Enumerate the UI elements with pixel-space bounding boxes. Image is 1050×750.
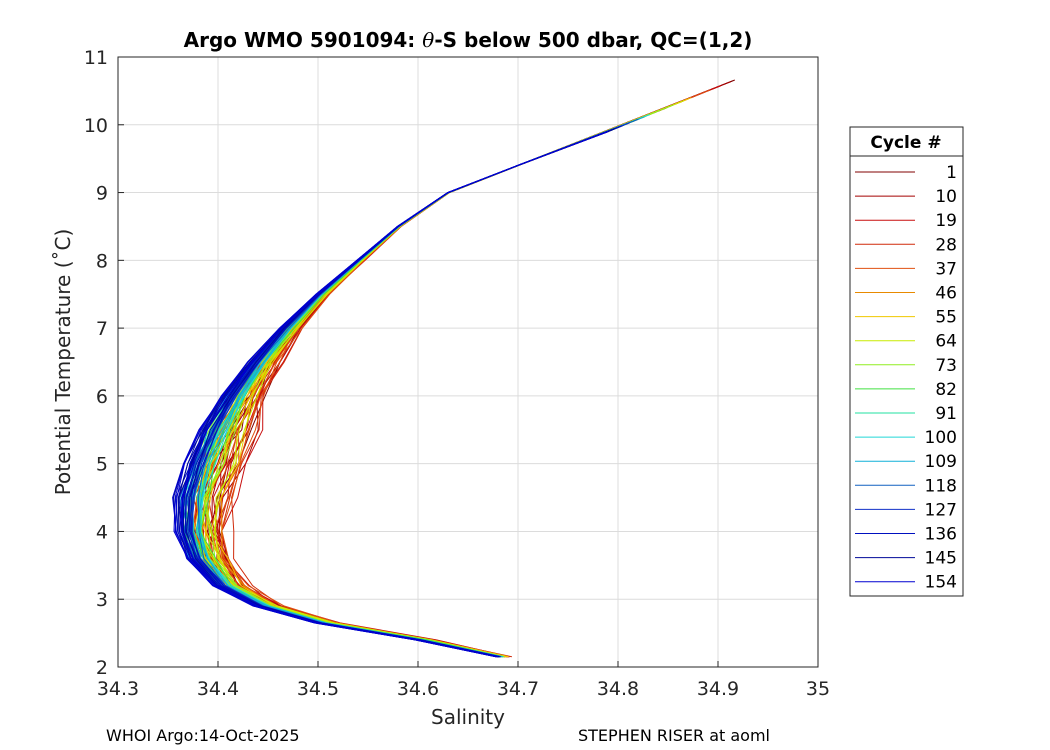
y-tick-label: 6 xyxy=(96,386,108,408)
series-line-cycle-55 xyxy=(210,100,683,658)
series-line-cycle-145 xyxy=(185,130,610,658)
legend: Cycle # 1 10 19 28 37 46 55 64 73 82 91 100 109 118 12… xyxy=(849,126,964,597)
legend-label: 82 xyxy=(935,380,957,400)
x-tick-label: 34.8 xyxy=(597,678,639,700)
legend-label: 19 xyxy=(935,211,957,231)
x-tick-label: 34.3 xyxy=(97,678,139,700)
legend-label: 55 xyxy=(935,308,957,328)
series-line-cycle-28 xyxy=(231,94,698,658)
series-line-cycle-64 xyxy=(213,100,685,658)
x-tick-label: 35 xyxy=(806,678,830,700)
chart-title-suffix: -S below 500 dbar, QC=(1,2) xyxy=(434,28,752,52)
x-axis-label: Salinity xyxy=(431,705,505,729)
series-line-cycle-64 xyxy=(215,116,645,658)
legend-entries: 1 10 19 28 37 46 55 64 73 82 91 100 109 118 127 136 145 1… xyxy=(855,163,957,593)
y-axis-label: Potential Temperature (˚C) xyxy=(51,229,75,496)
legend-label: 136 xyxy=(925,525,957,545)
series-line-cycle-1 xyxy=(210,107,668,658)
y-tick-label: 2 xyxy=(96,657,108,679)
series-line-cycle-46 xyxy=(205,119,637,658)
y-tick-label: 9 xyxy=(96,183,108,205)
x-tick-label: 34.6 xyxy=(397,678,439,700)
legend-label: 127 xyxy=(925,500,957,520)
series-line-cycle-19 xyxy=(221,85,722,658)
series-line-cycle-55 xyxy=(205,105,672,658)
legend-label: 109 xyxy=(925,452,957,472)
chart-title: Argo WMO 5901094: θ-S below 500 dbar, QC… xyxy=(184,28,753,52)
series-line-cycle-28 xyxy=(220,99,687,658)
x-ticks: 34.3 34.4 34.5 34.6 34.7 34.8 34.9 35 xyxy=(97,661,830,700)
series-group xyxy=(172,79,735,658)
legend-label: 154 xyxy=(925,573,957,593)
series-line-cycle-10 xyxy=(216,107,667,658)
series-line-cycle-10 xyxy=(206,85,721,658)
series-line-cycle-46 xyxy=(201,99,687,658)
legend-title: Cycle # xyxy=(870,133,941,153)
series-line-cycle-46 xyxy=(221,100,685,658)
series-line-cycle-73 xyxy=(204,112,655,658)
series-line-cycle-136 xyxy=(185,125,622,658)
footer-credit-left: WHOI Argo:14-Oct-2025 xyxy=(106,726,300,745)
series-line-cycle-1 xyxy=(207,109,662,658)
series-line-cycle-37 xyxy=(220,101,682,658)
series-line-cycle-10 xyxy=(208,127,619,658)
series-line-cycle-19 xyxy=(212,124,625,658)
legend-label: 145 xyxy=(925,549,957,569)
legend-label: 100 xyxy=(925,428,957,448)
legend-label: 64 xyxy=(935,332,957,352)
series-line-cycle-37 xyxy=(212,119,638,658)
series-line-cycle-154 xyxy=(181,131,609,658)
legend-label: 37 xyxy=(935,259,957,279)
y-tick-label: 7 xyxy=(96,318,108,340)
series-line-cycle-1 xyxy=(204,80,734,658)
x-tick-label: 34.9 xyxy=(697,678,739,700)
legend-label: 118 xyxy=(925,476,957,496)
y-tick-label: 8 xyxy=(96,250,108,272)
y-ticks: 2 3 4 5 6 7 8 9 10 11 xyxy=(84,47,124,679)
series-line-cycle-10 xyxy=(214,81,732,658)
series-line-cycle-37 xyxy=(214,89,711,658)
x-tick-label: 34.5 xyxy=(297,678,339,700)
legend-label: 73 xyxy=(935,356,957,376)
series-line-cycle-28 xyxy=(207,107,666,658)
plot-frame xyxy=(117,56,819,668)
series-line-cycle-37 xyxy=(221,131,609,658)
legend-label: 28 xyxy=(935,235,957,255)
y-tick-label: 5 xyxy=(96,454,108,476)
series-line-cycle-10 xyxy=(201,92,703,658)
legend-label: 91 xyxy=(935,404,957,424)
series-line-cycle-82 xyxy=(191,117,641,658)
footer-credit-right: STEPHEN RISER at aoml xyxy=(578,726,770,745)
y-tick-label: 4 xyxy=(96,521,108,543)
chart-title-prefix: Argo WMO 5901094: xyxy=(184,28,423,52)
x-tick-label: 34.7 xyxy=(497,678,539,700)
legend-label: 46 xyxy=(935,284,957,304)
series-line-cycle-73 xyxy=(202,104,674,658)
legend-box xyxy=(849,126,964,597)
chart-title-theta: θ xyxy=(422,28,434,52)
series-line-cycle-1 xyxy=(218,100,684,658)
y-tick-label: 11 xyxy=(84,47,108,69)
series-line-cycle-19 xyxy=(218,86,719,658)
legend-label: 10 xyxy=(935,187,957,207)
series-line-cycle-1 xyxy=(199,79,735,658)
legend-label: 1 xyxy=(946,163,957,183)
x-tick-label: 34.4 xyxy=(197,678,239,700)
y-tick-label: 3 xyxy=(96,589,108,611)
y-tick-label: 10 xyxy=(84,115,108,137)
series-line-cycle-55 xyxy=(204,112,654,658)
